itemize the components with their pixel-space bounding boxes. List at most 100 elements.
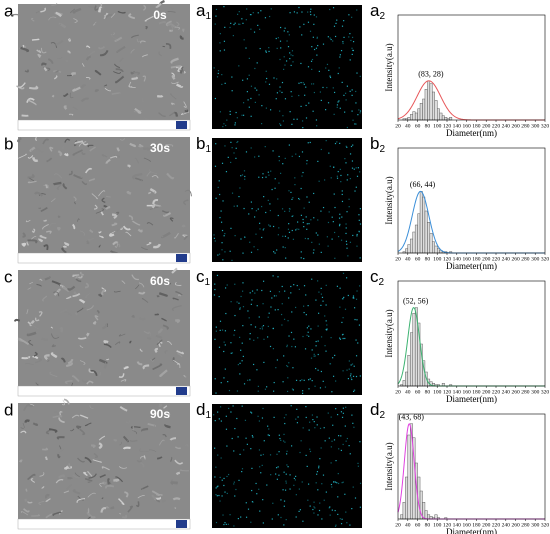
- map-dot: [307, 238, 309, 240]
- map-dot: [353, 426, 355, 428]
- map-dot: [234, 495, 236, 497]
- sem-texture: [49, 371, 58, 377]
- map-dot: [302, 126, 304, 129]
- sem-info-bar: [17, 385, 191, 397]
- map-dot: [309, 450, 312, 453]
- sem-texture: [99, 482, 104, 487]
- sem-texture: [102, 481, 107, 486]
- map-dot: [300, 257, 302, 259]
- map-dot: [262, 229, 264, 231]
- map-dot: [345, 223, 347, 225]
- sem-texture: [11, 13, 20, 18]
- sem-texture: [63, 92, 69, 97]
- sem-texture: [89, 405, 94, 409]
- sem-texture: [35, 11, 40, 14]
- y-axis-label: Intensity(a.u): [384, 442, 394, 490]
- x-axis-label: Diameter(nm): [446, 261, 497, 271]
- map-dot: [346, 243, 348, 245]
- map-dot: [354, 318, 356, 321]
- map-dot: [277, 276, 279, 278]
- map-dot: [273, 390, 275, 392]
- map-dot: [320, 287, 322, 289]
- map-dot: [284, 489, 287, 491]
- map-dot: [339, 54, 341, 56]
- map-dot: [293, 284, 295, 286]
- map-dot: [267, 434, 269, 436]
- map-dot: [246, 91, 248, 93]
- map-dot: [325, 284, 327, 286]
- map-dot: [247, 310, 249, 312]
- map-dot: [220, 457, 222, 459]
- sem-texture: [106, 358, 110, 361]
- sem-texture: [140, 40, 146, 44]
- sem-info-bar: [17, 252, 191, 264]
- map-dot: [334, 525, 337, 527]
- map-dot: [258, 420, 260, 422]
- sem-texture: [26, 331, 37, 337]
- map-dot: [358, 324, 361, 326]
- sem-texture: [181, 224, 186, 228]
- histogram-bar: [417, 213, 421, 254]
- sem-texture: [113, 71, 121, 74]
- map-dot: [257, 385, 259, 387]
- map-dot: [230, 141, 232, 143]
- sem-texture: [30, 323, 39, 330]
- map-dot: [340, 523, 343, 525]
- sem-texture: [130, 48, 135, 54]
- sem-texture: [57, 454, 61, 459]
- sem-texture: [87, 492, 96, 498]
- map-dot: [312, 508, 314, 511]
- map-dot: [341, 25, 344, 27]
- sem-texture: [47, 58, 54, 65]
- map-dot: [278, 434, 280, 436]
- map-dot: [240, 295, 242, 298]
- map-dot: [292, 215, 294, 217]
- sem-texture: [79, 271, 85, 276]
- map-dot: [281, 91, 283, 94]
- sem-texture: [43, 219, 48, 222]
- map-dot: [302, 390, 304, 392]
- map-dot: [301, 151, 304, 153]
- x-tick-label: 40: [405, 522, 411, 528]
- map-dot: [288, 34, 290, 36]
- map-dot: [268, 428, 270, 430]
- map-dot: [229, 250, 231, 252]
- map-dot: [291, 155, 293, 157]
- y-axis-label: Intensity(a.u): [384, 309, 394, 357]
- map-dot: [290, 292, 292, 294]
- histogram-bar: [427, 221, 431, 254]
- map-dot: [240, 516, 242, 518]
- sem-texture: [48, 371, 53, 376]
- sem-texture: [32, 157, 39, 162]
- sem-texture: [107, 478, 111, 485]
- map-dot: [272, 502, 274, 504]
- map-dot: [215, 392, 217, 394]
- y-axis-label: Intensity(a.u): [384, 43, 394, 91]
- map-dot: [233, 23, 235, 26]
- map-dot: [281, 81, 284, 84]
- map-dot: [230, 161, 232, 164]
- map-dot: [272, 327, 274, 330]
- map-dot: [356, 175, 359, 177]
- map-dot: [329, 37, 331, 39]
- map-dot: [341, 190, 343, 192]
- map-dot: [268, 50, 270, 53]
- map-dot: [342, 407, 344, 409]
- sem-texture: [143, 157, 152, 162]
- sem-texture: [156, 295, 160, 298]
- map-dot: [352, 144, 354, 146]
- map-dot: [282, 440, 285, 442]
- map-dot: [346, 85, 348, 87]
- sem-texture: [146, 222, 154, 226]
- map-dot: [351, 16, 353, 18]
- map-dot: [310, 328, 312, 330]
- map-dot: [341, 321, 343, 324]
- map-dot: [322, 206, 325, 209]
- map-dot: [288, 362, 290, 364]
- sem-texture: [85, 76, 91, 80]
- histogram-bar: [434, 100, 438, 121]
- map-dot: [229, 26, 231, 29]
- map-dot: [278, 474, 280, 476]
- map-dot: [273, 381, 275, 384]
- map-dot: [223, 484, 225, 487]
